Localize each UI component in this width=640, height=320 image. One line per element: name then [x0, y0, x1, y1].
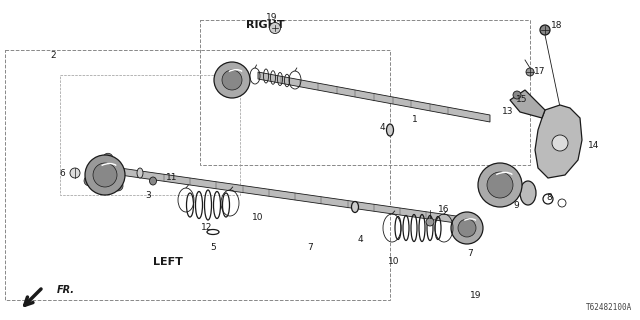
Circle shape [214, 62, 250, 98]
Circle shape [93, 163, 117, 187]
Text: 12: 12 [202, 223, 212, 233]
Text: RIGHT: RIGHT [246, 20, 284, 30]
Text: 7: 7 [307, 244, 313, 252]
Circle shape [513, 91, 521, 99]
Text: 10: 10 [252, 212, 264, 221]
Polygon shape [258, 72, 490, 122]
Text: 11: 11 [166, 173, 178, 182]
Text: 1: 1 [412, 116, 418, 124]
Ellipse shape [351, 202, 358, 212]
Polygon shape [510, 90, 545, 118]
Circle shape [487, 172, 513, 198]
Text: 2: 2 [50, 51, 56, 60]
Polygon shape [535, 105, 582, 178]
Text: 6: 6 [59, 169, 65, 178]
Ellipse shape [137, 168, 143, 178]
Text: 13: 13 [502, 108, 514, 116]
Circle shape [113, 181, 123, 191]
Text: 15: 15 [516, 95, 528, 105]
Text: 3: 3 [145, 190, 151, 199]
Circle shape [222, 70, 242, 90]
Ellipse shape [520, 181, 536, 205]
Text: 10: 10 [388, 258, 400, 267]
Text: 19: 19 [470, 291, 482, 300]
Circle shape [478, 163, 522, 207]
Circle shape [103, 153, 113, 163]
Text: 19: 19 [266, 13, 278, 22]
Text: T62482100A: T62482100A [586, 303, 632, 312]
Circle shape [269, 22, 280, 34]
Text: LEFT: LEFT [153, 257, 183, 267]
Circle shape [458, 219, 476, 237]
Text: 4: 4 [357, 236, 363, 244]
Text: 18: 18 [551, 20, 563, 29]
Text: 8: 8 [546, 194, 552, 203]
Text: FR.: FR. [57, 285, 75, 295]
Circle shape [451, 212, 483, 244]
Text: 7: 7 [467, 250, 473, 259]
Circle shape [84, 176, 94, 186]
Ellipse shape [150, 177, 157, 185]
Circle shape [426, 218, 434, 226]
Circle shape [85, 155, 125, 195]
Text: 17: 17 [534, 68, 546, 76]
Circle shape [70, 168, 80, 178]
Text: 5: 5 [210, 244, 216, 252]
Text: 4: 4 [379, 124, 385, 132]
Text: 14: 14 [588, 140, 600, 149]
Circle shape [526, 68, 534, 76]
Circle shape [540, 25, 550, 35]
Text: 16: 16 [438, 205, 450, 214]
Polygon shape [120, 168, 470, 225]
Circle shape [552, 135, 568, 151]
Text: 9: 9 [513, 201, 519, 210]
Ellipse shape [387, 124, 394, 136]
